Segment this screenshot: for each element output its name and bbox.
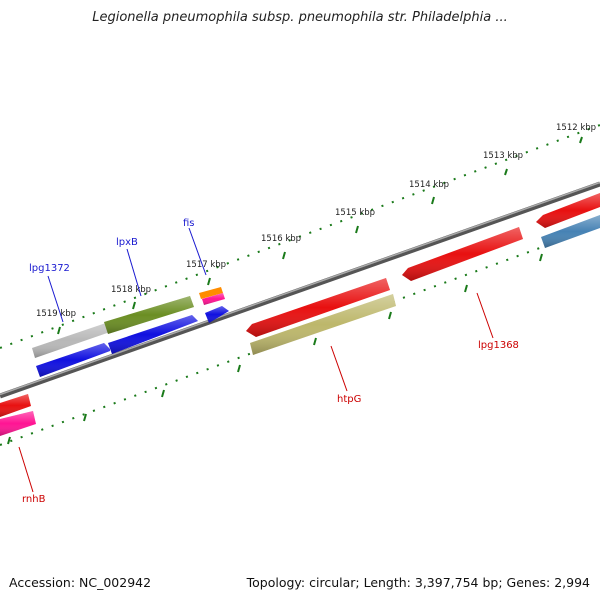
label-rnhB[interactable]: rnhB bbox=[22, 494, 46, 505]
scale-label-1514: 1514 kbp bbox=[409, 180, 449, 190]
gene-right-red[interactable] bbox=[536, 193, 600, 228]
leader-lpxB bbox=[126, 248, 142, 297]
gene-lpxB[interactable] bbox=[104, 296, 194, 334]
label-lpg1372[interactable]: lpg1372 bbox=[29, 263, 70, 274]
outer-major-ticks bbox=[57, 136, 583, 335]
leader-fis bbox=[188, 227, 207, 276]
gene-rnhB[interactable] bbox=[0, 411, 36, 436]
accession-text: Accession: NC_002942 bbox=[9, 575, 152, 590]
map-title: Legionella pneumophila subsp. pneumophil… bbox=[92, 10, 508, 25]
gene-lpg1372[interactable] bbox=[32, 323, 110, 358]
gene-blue-3[interactable] bbox=[205, 306, 229, 323]
gene-htpG[interactable] bbox=[250, 294, 396, 355]
genome-stats-text: Topology: circular; Length: 3,397,754 bp… bbox=[246, 575, 590, 590]
outer-scale-track bbox=[0, 124, 600, 349]
genome-backbone bbox=[0, 181, 600, 399]
scale-label-1513: 1513 kbp bbox=[483, 151, 523, 161]
scale-label-1519: 1519 kbp bbox=[36, 309, 76, 319]
label-lpxB[interactable]: lpxB bbox=[116, 237, 138, 248]
gene-lpg1368[interactable] bbox=[402, 227, 523, 281]
scale-label-1516: 1516 kbp bbox=[261, 234, 301, 244]
label-fis[interactable]: fis bbox=[183, 218, 195, 229]
leader-htpG bbox=[330, 345, 348, 392]
gene-left-red[interactable] bbox=[0, 394, 31, 417]
scale-label-1515: 1515 kbp bbox=[335, 208, 375, 218]
label-htpG[interactable]: htpG bbox=[337, 394, 361, 405]
leader-lpg1372 bbox=[47, 275, 64, 323]
label-lpg1368[interactable]: lpg1368 bbox=[478, 340, 519, 351]
gene-htpG-upper[interactable] bbox=[246, 278, 390, 337]
scale-label-1512: 1512 kbp bbox=[556, 123, 596, 133]
genome-backbone-highlight bbox=[0, 181, 600, 396]
leader-rnhB bbox=[18, 446, 34, 493]
scale-label-1517: 1517 kbp bbox=[186, 260, 226, 270]
gene-blue-2[interactable] bbox=[108, 315, 198, 354]
gene-blue-1[interactable] bbox=[36, 343, 110, 377]
leader-lpg1368 bbox=[476, 292, 494, 339]
gene-steelblue[interactable] bbox=[541, 215, 600, 248]
gene-fis-pink[interactable] bbox=[202, 293, 225, 305]
inner-major-ticks bbox=[7, 253, 543, 445]
scale-label-1518: 1518 kbp bbox=[111, 285, 151, 295]
gene-fis-orange[interactable] bbox=[199, 287, 223, 299]
